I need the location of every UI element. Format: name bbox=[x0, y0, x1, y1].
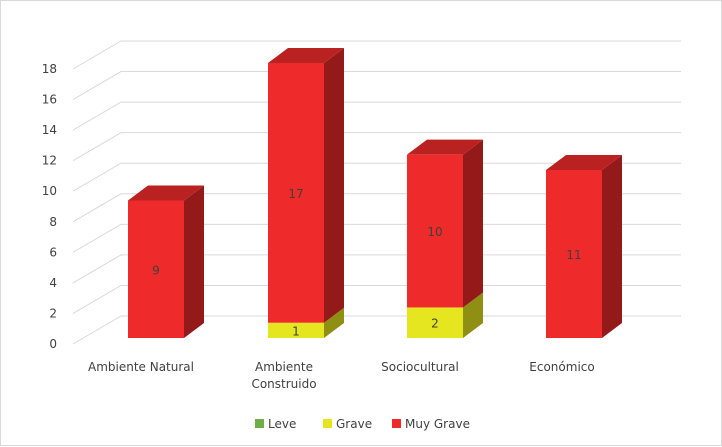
data-label: 1 bbox=[292, 324, 300, 338]
category-label: Construido bbox=[251, 377, 316, 391]
gridline bbox=[72, 71, 681, 100]
bar-side bbox=[324, 307, 344, 338]
y-tick-label: 18 bbox=[42, 62, 57, 76]
bar-front bbox=[407, 154, 463, 308]
legend-swatch bbox=[255, 419, 264, 428]
y-tick-label: 12 bbox=[42, 154, 57, 168]
legend-label: Grave bbox=[336, 417, 372, 431]
category-label: Ambiente bbox=[255, 360, 313, 374]
y-tick-label: 10 bbox=[42, 184, 57, 198]
gridline bbox=[72, 162, 681, 192]
bar-top bbox=[546, 154, 622, 170]
category-label: Económico bbox=[529, 360, 594, 374]
y-axis-ticks: 0 2 4 6 8 10 12 14 16 18 bbox=[42, 62, 57, 351]
bar-front bbox=[546, 169, 602, 338]
y-tick-label: 14 bbox=[42, 123, 57, 137]
category-label: Ambiente Natural bbox=[88, 360, 194, 374]
data-label: 9 bbox=[152, 263, 160, 277]
category-label: Sociocultural bbox=[381, 360, 459, 374]
gridline bbox=[72, 315, 681, 345]
y-tick-label: 4 bbox=[49, 276, 57, 290]
data-label: 2 bbox=[431, 317, 439, 331]
bars: 9 1 17 2 10 11 bbox=[128, 48, 622, 338]
bar-side bbox=[463, 139, 483, 308]
bar-side bbox=[463, 292, 483, 338]
data-label: 10 bbox=[427, 225, 442, 239]
legend-swatch bbox=[323, 419, 332, 428]
y-tick-label: 6 bbox=[49, 245, 57, 259]
bar-side bbox=[324, 48, 344, 323]
bar-top bbox=[128, 185, 204, 201]
gridlines bbox=[72, 40, 681, 345]
y-tick-label: 0 bbox=[49, 337, 57, 351]
gridline bbox=[72, 101, 681, 131]
gridline bbox=[72, 223, 681, 253]
bar-side bbox=[184, 185, 204, 338]
gridline bbox=[72, 254, 681, 284]
y-tick-label: 8 bbox=[49, 215, 57, 229]
data-label: 17 bbox=[288, 187, 303, 201]
legend: Leve Grave Muy Grave bbox=[255, 417, 470, 431]
bar-side bbox=[602, 154, 622, 338]
y-tick-label: 16 bbox=[42, 93, 57, 107]
bar-top bbox=[268, 48, 344, 63]
bar-front bbox=[128, 200, 184, 338]
bar-front bbox=[407, 307, 463, 338]
legend-label: Muy Grave bbox=[405, 417, 470, 431]
gridline bbox=[72, 40, 681, 70]
x-axis-categories: Ambiente Natural Ambiente Construido Socioc… bbox=[88, 360, 595, 391]
legend-label: Leve bbox=[268, 417, 296, 431]
legend-swatch bbox=[392, 419, 401, 428]
bar-front bbox=[268, 63, 324, 323]
y-tick-label: 2 bbox=[49, 306, 57, 320]
gridline bbox=[72, 284, 681, 314]
bar-front bbox=[268, 322, 324, 338]
gridline bbox=[72, 193, 681, 223]
bar-top bbox=[407, 139, 483, 155]
gridline bbox=[72, 132, 681, 162]
data-label: 11 bbox=[566, 248, 581, 262]
